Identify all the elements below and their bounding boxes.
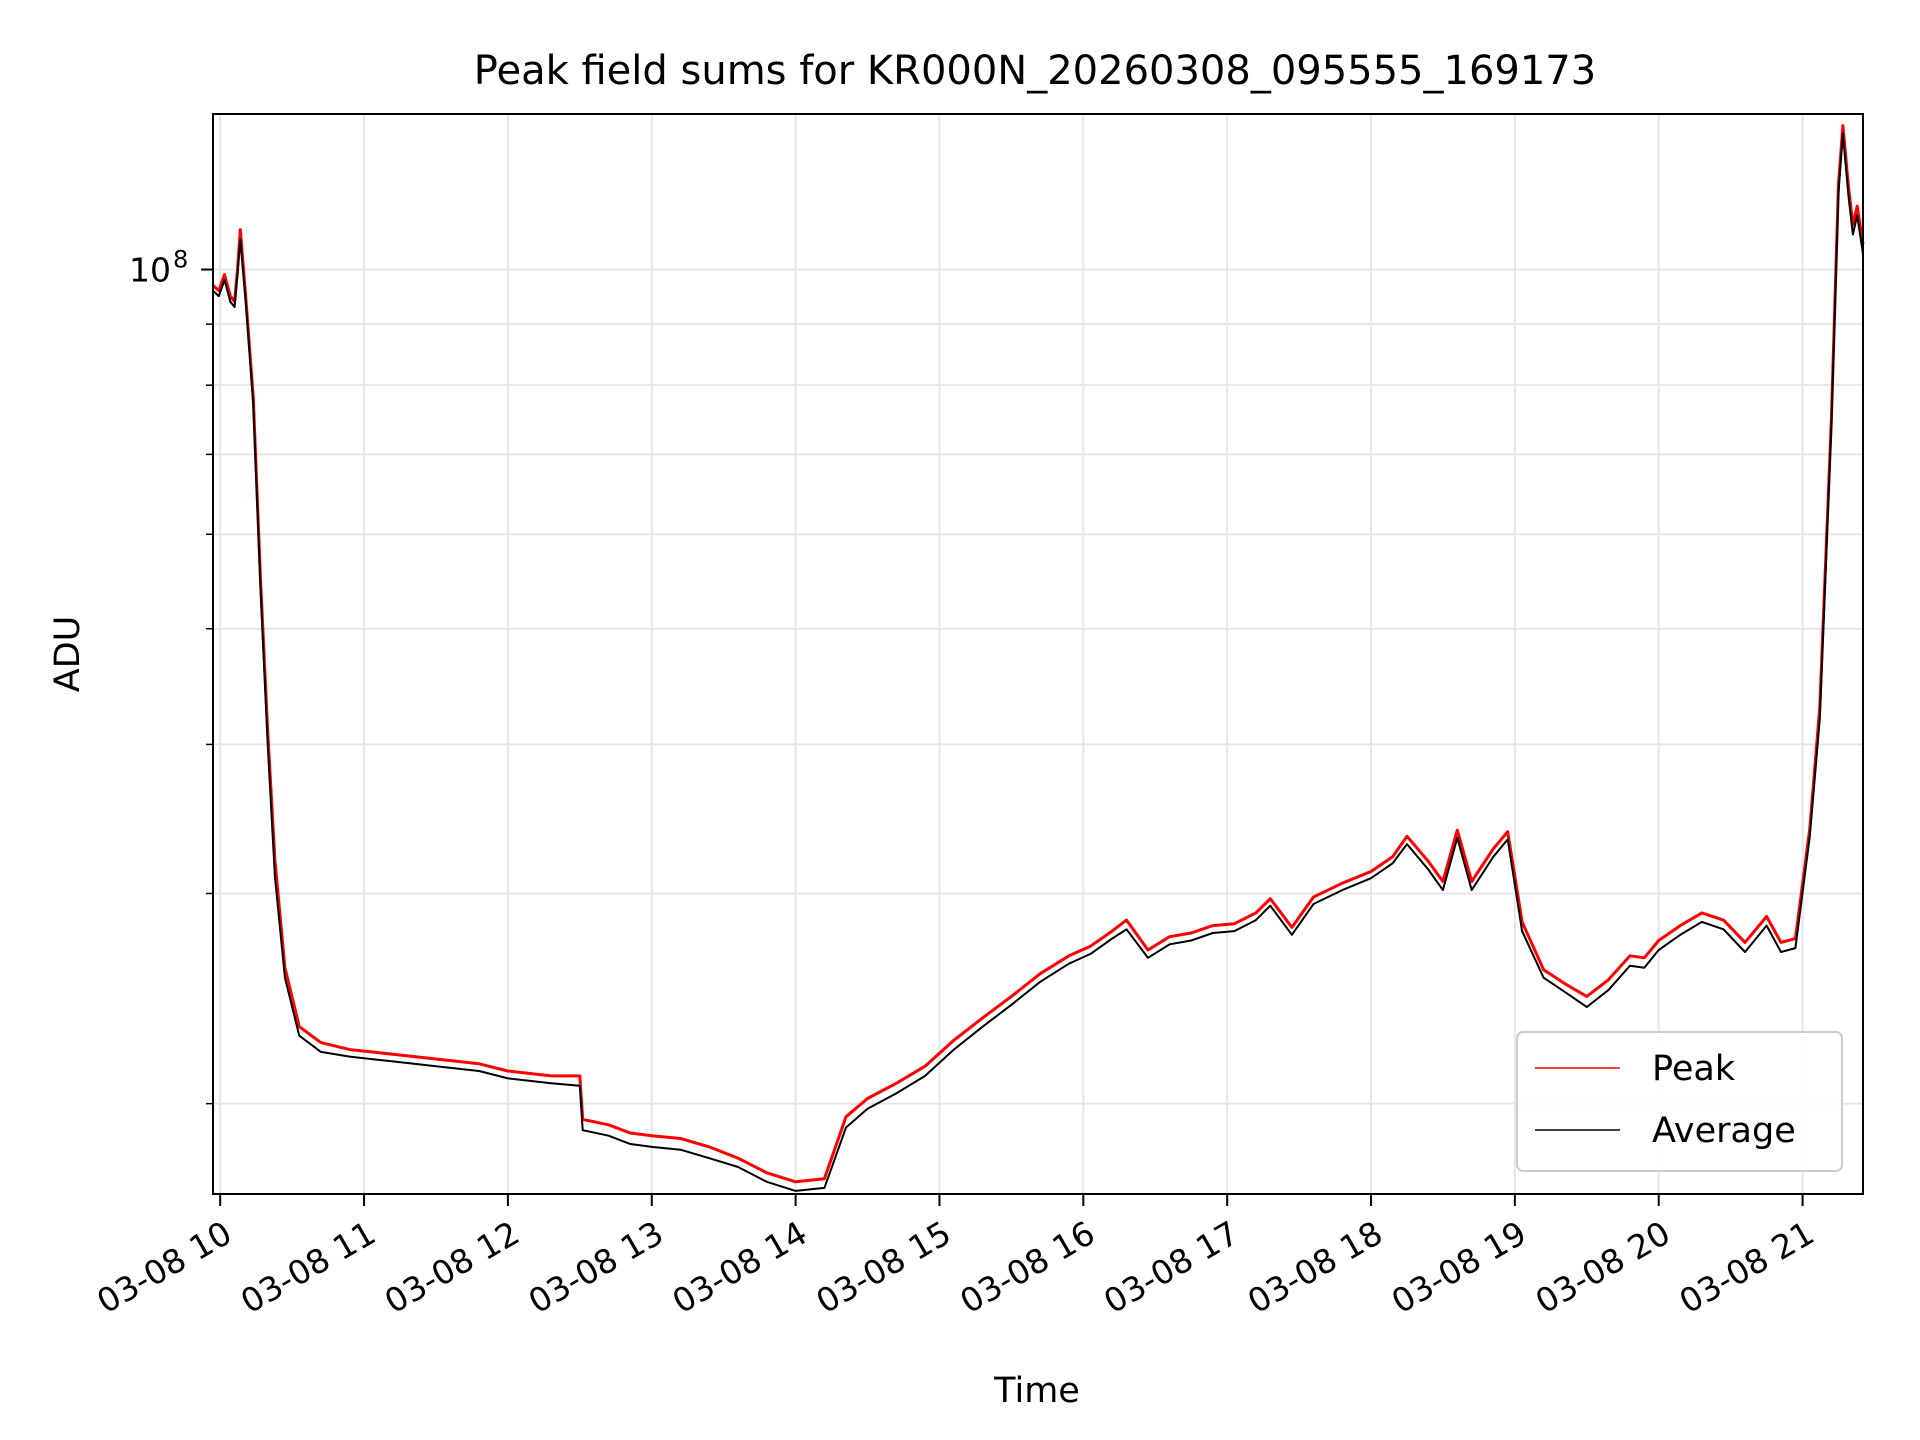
average-line bbox=[212, 132, 1864, 1192]
peak-line bbox=[211, 124, 1865, 1184]
legend-box bbox=[1516, 1031, 1843, 1172]
legend-average-label: Average bbox=[1652, 1111, 1796, 1151]
x-axis-label: Time bbox=[993, 1371, 1080, 1411]
chart-title: Peak field sums for KR000N_20260308_0955… bbox=[474, 48, 1596, 94]
legend-peak-label: Peak bbox=[1652, 1049, 1736, 1089]
y-tick-label: 10 bbox=[129, 251, 171, 290]
y-axis-label: ADU bbox=[48, 616, 88, 693]
plot-frame bbox=[212, 113, 1864, 1195]
legend: Peak Average bbox=[1516, 1031, 1843, 1172]
series-layer bbox=[211, 124, 1865, 1192]
y-tick-exponent: 8 bbox=[173, 246, 188, 274]
